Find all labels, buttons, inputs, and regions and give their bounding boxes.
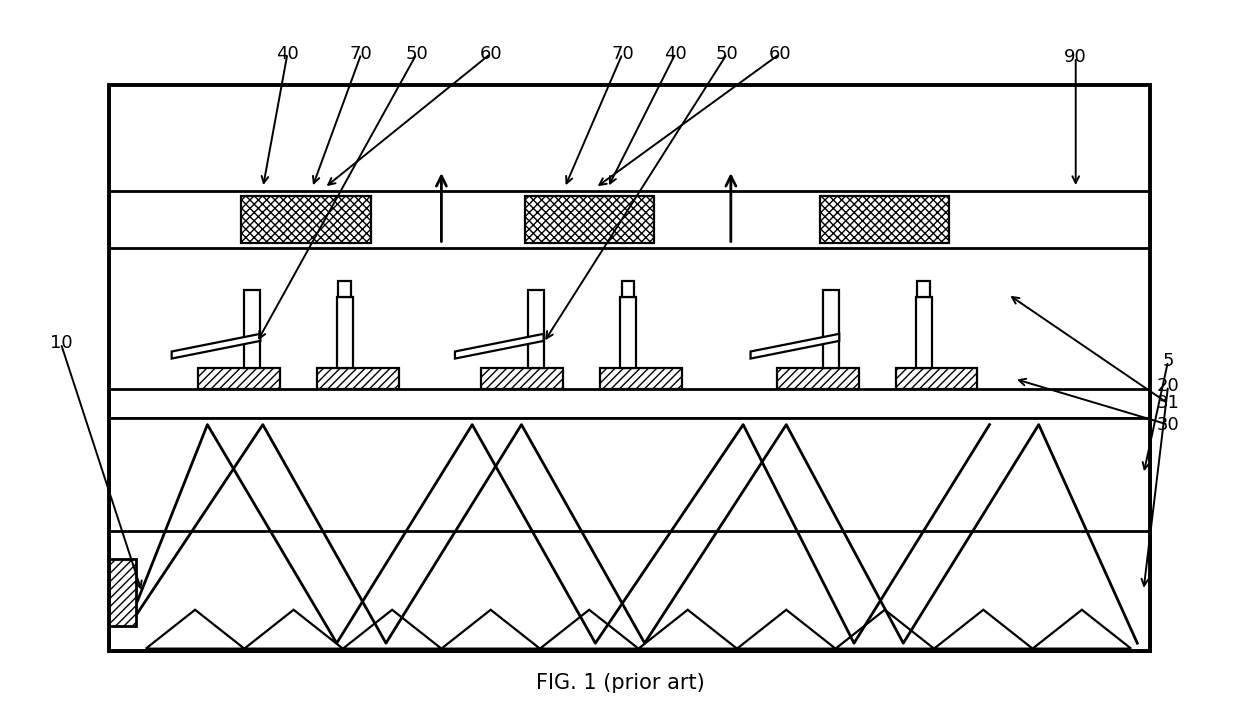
Bar <box>109 85 1149 651</box>
Bar <box>823 290 839 368</box>
Bar <box>244 290 260 368</box>
Bar <box>600 368 682 389</box>
Text: 20: 20 <box>1157 377 1179 395</box>
Bar <box>525 197 653 243</box>
Bar <box>918 281 930 297</box>
Text: 90: 90 <box>1064 48 1087 66</box>
Text: 40: 40 <box>277 44 299 63</box>
Text: 60: 60 <box>769 44 791 63</box>
Polygon shape <box>171 334 260 358</box>
Bar <box>895 368 977 389</box>
Text: FIG. 1 (prior art): FIG. 1 (prior art) <box>536 673 704 693</box>
Bar <box>109 192 1149 248</box>
Text: 10: 10 <box>50 335 72 352</box>
Bar <box>316 368 398 389</box>
Text: 60: 60 <box>480 44 502 63</box>
Bar <box>109 389 1149 418</box>
Text: 70: 70 <box>611 44 634 63</box>
Text: 50: 50 <box>405 44 428 63</box>
Bar <box>198 368 280 389</box>
Bar <box>339 281 351 297</box>
Bar <box>915 297 931 368</box>
Text: 70: 70 <box>350 44 373 63</box>
Text: 5: 5 <box>1162 352 1174 370</box>
Bar <box>109 559 136 626</box>
Bar <box>337 297 352 368</box>
Bar <box>777 368 859 389</box>
Bar <box>820 197 950 243</box>
Text: 30: 30 <box>1157 415 1179 433</box>
Bar <box>109 418 1149 651</box>
Polygon shape <box>455 334 543 358</box>
Bar <box>242 197 371 243</box>
Text: 31: 31 <box>1157 395 1179 413</box>
Bar <box>620 297 636 368</box>
Polygon shape <box>750 334 839 358</box>
Bar <box>528 290 543 368</box>
Text: 50: 50 <box>715 44 739 63</box>
Bar <box>481 368 563 389</box>
Text: 40: 40 <box>665 44 687 63</box>
Bar <box>621 281 634 297</box>
